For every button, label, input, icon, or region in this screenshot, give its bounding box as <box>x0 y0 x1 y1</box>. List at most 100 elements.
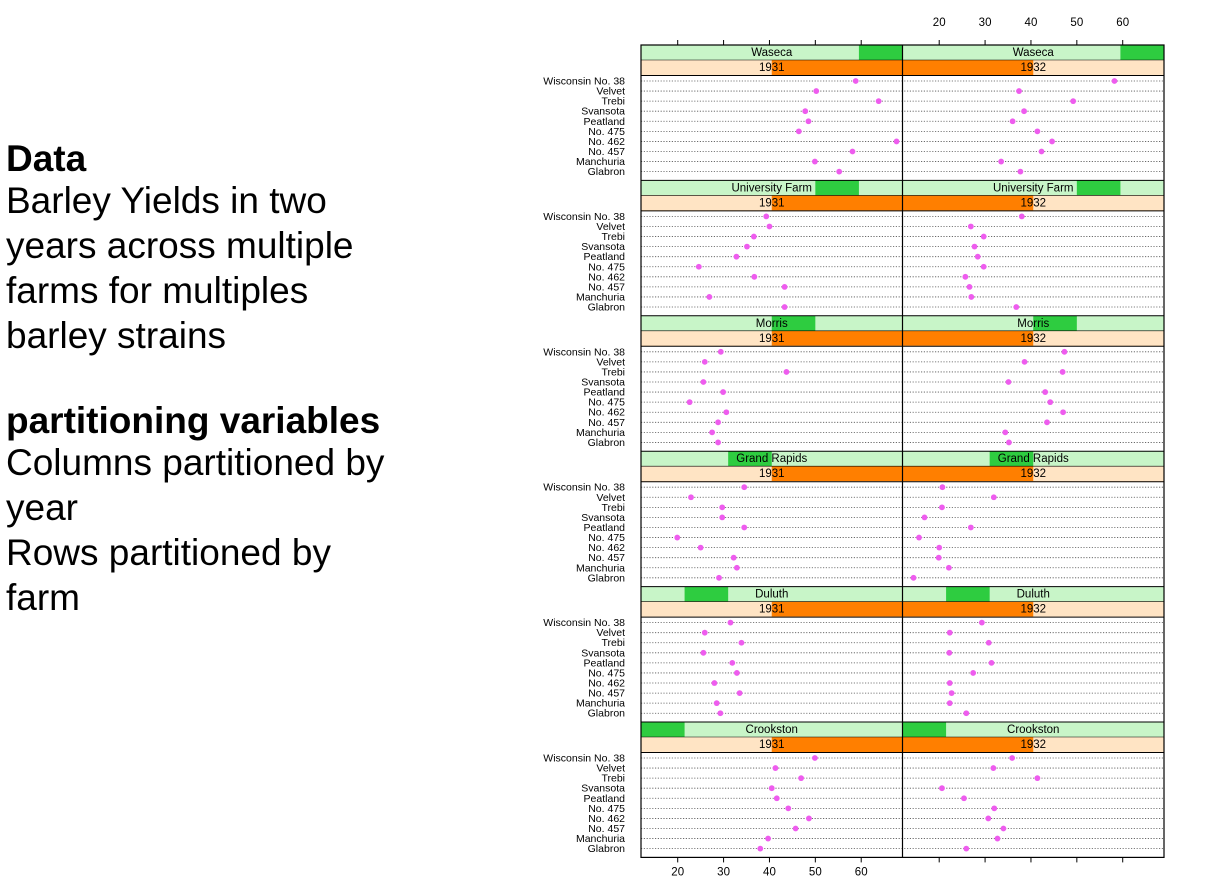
variety-label: Wisconsin No. 38 <box>543 617 625 629</box>
x-tick-label: 30 <box>979 17 992 29</box>
data-point <box>1047 399 1054 406</box>
variety-label: Trebi <box>601 637 625 649</box>
data-point <box>939 484 946 491</box>
data-point <box>963 710 970 717</box>
year-strip-indicator <box>1033 601 1164 617</box>
data-point <box>757 845 764 852</box>
data-point <box>720 389 727 395</box>
data-point <box>971 243 978 250</box>
data-point <box>1070 98 1077 105</box>
partition-line: year <box>6 487 78 528</box>
data-point <box>1017 168 1024 175</box>
variety-label: Svansota <box>581 647 625 659</box>
data-point <box>768 785 775 792</box>
data-point <box>978 619 985 626</box>
data-point <box>695 263 702 270</box>
data-point <box>717 348 724 355</box>
data-point <box>991 805 998 812</box>
data-point <box>967 524 974 531</box>
site-strip-label: Grand Rapids <box>736 453 807 465</box>
data-point <box>785 805 792 812</box>
variety-label: No. 475 <box>588 532 625 544</box>
data-point <box>723 409 730 416</box>
data-point <box>700 379 707 385</box>
partition-line: Columns partitioned by <box>6 442 385 483</box>
year-strip-indicator <box>1033 330 1164 346</box>
variety-label: No. 462 <box>588 813 625 825</box>
partition-line: farm <box>6 577 80 618</box>
variety-label: No. 462 <box>588 407 625 419</box>
data-point <box>781 283 788 290</box>
data-point <box>988 659 995 666</box>
data-point <box>1060 409 1066 416</box>
variety-label: Manchuria <box>576 291 625 303</box>
data-point <box>974 253 981 260</box>
site-strip-label: Crookston <box>1007 724 1059 736</box>
variety-label: Wisconsin No. 38 <box>543 753 625 765</box>
year-strip-label: 1931 <box>759 62 785 74</box>
site-strip-indicator <box>684 586 729 602</box>
data-point <box>1021 108 1027 115</box>
data-point <box>802 108 809 115</box>
data-point <box>729 659 736 666</box>
data-point <box>936 544 943 551</box>
data-point <box>781 304 788 310</box>
variety-label: Svansota <box>581 512 625 524</box>
data-point <box>733 670 740 676</box>
variety-label: No. 462 <box>588 136 625 148</box>
variety-label: Manchuria <box>576 833 625 845</box>
data-point <box>916 534 922 541</box>
variety-label: No. 462 <box>588 542 625 554</box>
data-point <box>750 233 757 240</box>
data-point <box>741 524 748 531</box>
site-strip-indicator <box>1033 315 1077 331</box>
data-line: barley strains <box>6 315 227 356</box>
variety-label: Trebi <box>601 231 625 243</box>
data-point <box>772 765 779 771</box>
data-line: farms for multiples <box>6 270 309 311</box>
variety-label: Wisconsin No. 38 <box>543 482 625 494</box>
variety-label: Svansota <box>581 106 625 118</box>
site-strip-bg <box>641 722 903 737</box>
data-point <box>961 795 967 802</box>
site-strip-indicator <box>1076 180 1121 196</box>
year-strip-label: 1931 <box>759 739 785 751</box>
variety-label: No. 462 <box>588 271 625 283</box>
year-strip-label: 1932 <box>1020 604 1046 616</box>
x-tick-label: 50 <box>809 866 822 878</box>
data-point <box>806 815 812 822</box>
year-strip-indicator <box>1033 195 1164 211</box>
year-strip-label: 1932 <box>1020 739 1046 751</box>
variety-label: Glabron <box>588 572 626 584</box>
site-strip-label: Grand Rapids <box>998 453 1069 465</box>
variety-label: Wisconsin No. 38 <box>543 346 625 358</box>
data-point <box>1038 148 1045 155</box>
slide-text: Data Barley Yields in two years across m… <box>6 140 476 620</box>
site-strip-label: Morris <box>1017 318 1049 330</box>
variety-label: Glabron <box>588 166 626 178</box>
data-point <box>1006 439 1012 446</box>
data-point <box>701 358 708 365</box>
variety-label: No. 457 <box>588 552 625 564</box>
data-point <box>939 504 945 511</box>
variety-label: Velvet <box>596 221 625 233</box>
year-strip-indicator <box>1033 60 1164 75</box>
data-point <box>875 98 882 105</box>
data-point <box>910 574 917 581</box>
site-strip-label: Crookston <box>746 724 798 736</box>
data-point <box>751 273 758 280</box>
data-point <box>715 419 721 426</box>
data-point <box>1021 358 1028 365</box>
x-tick-label: 50 <box>1070 17 1083 29</box>
data-point <box>893 138 900 145</box>
data-point <box>946 649 953 656</box>
data-point <box>773 795 780 802</box>
site-strip-indicator <box>902 722 947 737</box>
data-point <box>805 118 812 125</box>
site-strip-indicator <box>771 315 816 331</box>
data-line: Barley Yields in two <box>6 180 327 221</box>
variety-label: No. 457 <box>588 823 625 835</box>
data-point <box>985 815 992 822</box>
data-point <box>811 158 818 165</box>
year-strip-label: 1931 <box>759 197 785 209</box>
